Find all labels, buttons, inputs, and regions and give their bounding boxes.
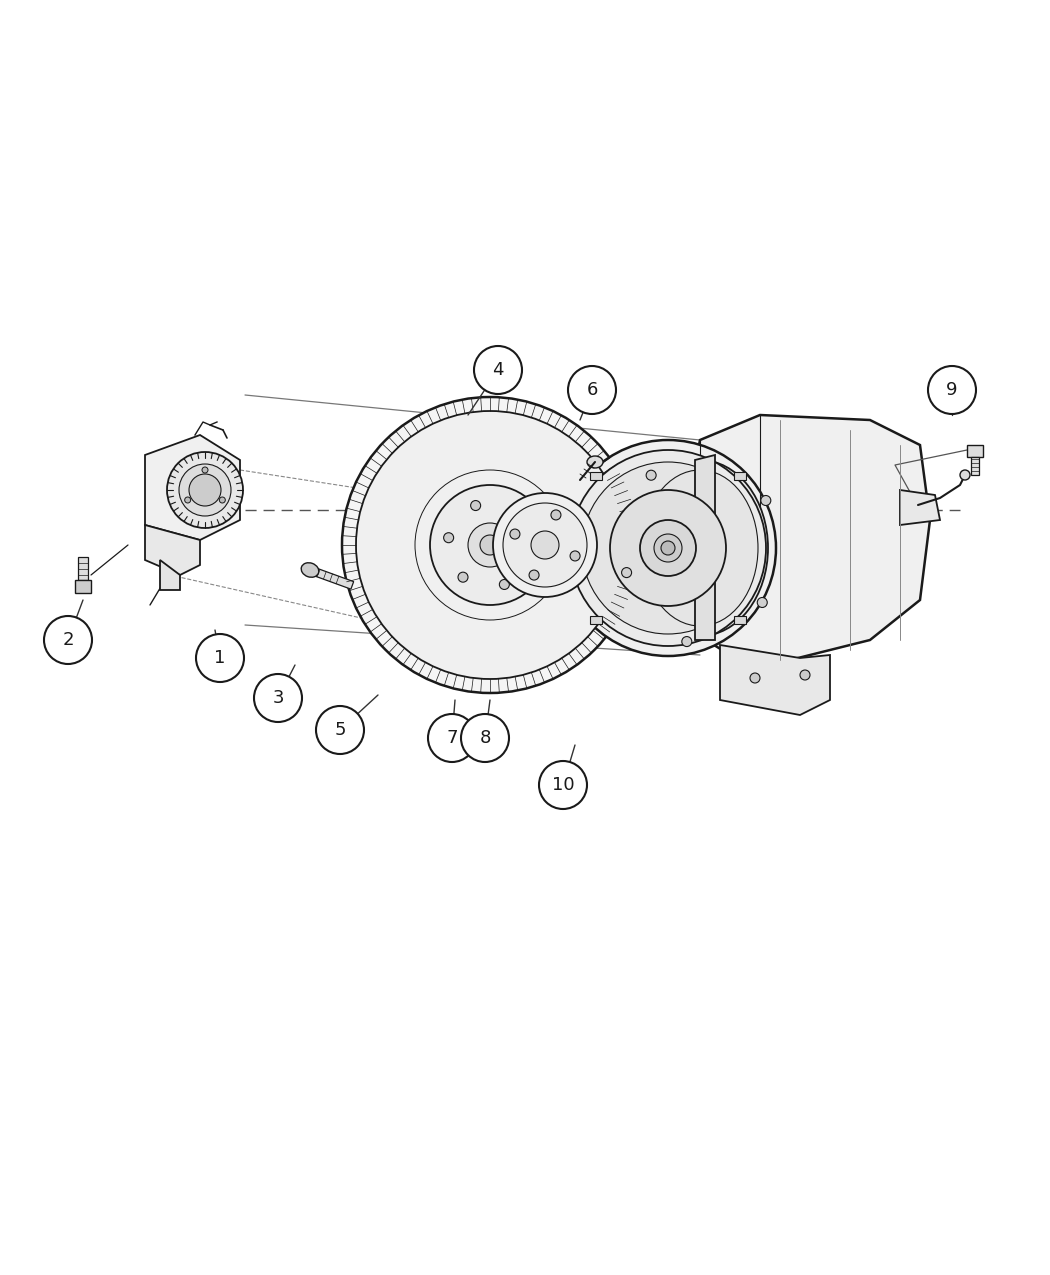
Ellipse shape: [640, 520, 696, 576]
Ellipse shape: [654, 534, 682, 562]
Polygon shape: [720, 645, 830, 715]
Ellipse shape: [468, 523, 512, 567]
Circle shape: [757, 598, 768, 607]
Circle shape: [185, 497, 191, 504]
Polygon shape: [309, 566, 354, 589]
Circle shape: [196, 634, 244, 682]
Circle shape: [219, 497, 226, 504]
Ellipse shape: [494, 493, 597, 597]
Polygon shape: [734, 472, 747, 479]
Circle shape: [254, 674, 302, 722]
Polygon shape: [695, 455, 715, 640]
Text: 9: 9: [946, 381, 958, 399]
Ellipse shape: [480, 536, 500, 555]
Circle shape: [510, 529, 520, 539]
Text: 3: 3: [272, 688, 284, 708]
Circle shape: [461, 714, 509, 762]
Ellipse shape: [531, 530, 559, 558]
Ellipse shape: [167, 453, 243, 528]
Ellipse shape: [342, 397, 638, 694]
Polygon shape: [967, 445, 983, 456]
Ellipse shape: [610, 490, 726, 606]
Polygon shape: [590, 616, 602, 625]
Text: 8: 8: [479, 729, 490, 747]
Ellipse shape: [582, 462, 754, 634]
Ellipse shape: [662, 541, 675, 555]
Text: 10: 10: [551, 776, 574, 794]
Ellipse shape: [301, 562, 319, 578]
Circle shape: [529, 570, 539, 580]
Circle shape: [761, 496, 771, 505]
Circle shape: [44, 616, 92, 664]
Circle shape: [800, 669, 810, 680]
Ellipse shape: [189, 474, 220, 506]
Circle shape: [750, 673, 760, 683]
Polygon shape: [900, 490, 940, 525]
Text: 2: 2: [62, 631, 74, 649]
Ellipse shape: [178, 464, 231, 516]
Circle shape: [474, 346, 522, 394]
Polygon shape: [145, 435, 240, 541]
Text: 5: 5: [334, 720, 345, 739]
Circle shape: [202, 467, 208, 473]
Polygon shape: [734, 616, 747, 625]
Polygon shape: [971, 456, 979, 476]
Ellipse shape: [430, 484, 550, 606]
Circle shape: [960, 470, 970, 479]
Circle shape: [500, 579, 509, 589]
Circle shape: [928, 366, 977, 414]
Ellipse shape: [587, 456, 603, 468]
Circle shape: [512, 507, 522, 518]
Circle shape: [681, 636, 692, 646]
Polygon shape: [75, 580, 91, 593]
Text: 1: 1: [214, 649, 226, 667]
Circle shape: [458, 572, 468, 583]
Polygon shape: [78, 557, 88, 580]
Circle shape: [470, 501, 481, 510]
Ellipse shape: [560, 440, 776, 657]
Text: 7: 7: [446, 729, 458, 747]
Circle shape: [570, 551, 580, 561]
Polygon shape: [145, 525, 200, 575]
Text: 6: 6: [586, 381, 597, 399]
Polygon shape: [680, 414, 930, 660]
Polygon shape: [160, 560, 180, 590]
Circle shape: [526, 547, 537, 557]
Circle shape: [316, 706, 364, 754]
Circle shape: [444, 533, 454, 543]
Circle shape: [568, 366, 616, 414]
Ellipse shape: [503, 504, 587, 586]
Ellipse shape: [632, 460, 768, 636]
Circle shape: [539, 761, 587, 810]
Ellipse shape: [570, 450, 766, 646]
Circle shape: [646, 470, 656, 481]
Ellipse shape: [642, 470, 758, 626]
Circle shape: [551, 510, 561, 520]
Ellipse shape: [356, 411, 624, 680]
Circle shape: [428, 714, 476, 762]
Circle shape: [622, 567, 632, 578]
Text: 4: 4: [492, 361, 504, 379]
Polygon shape: [590, 472, 602, 479]
